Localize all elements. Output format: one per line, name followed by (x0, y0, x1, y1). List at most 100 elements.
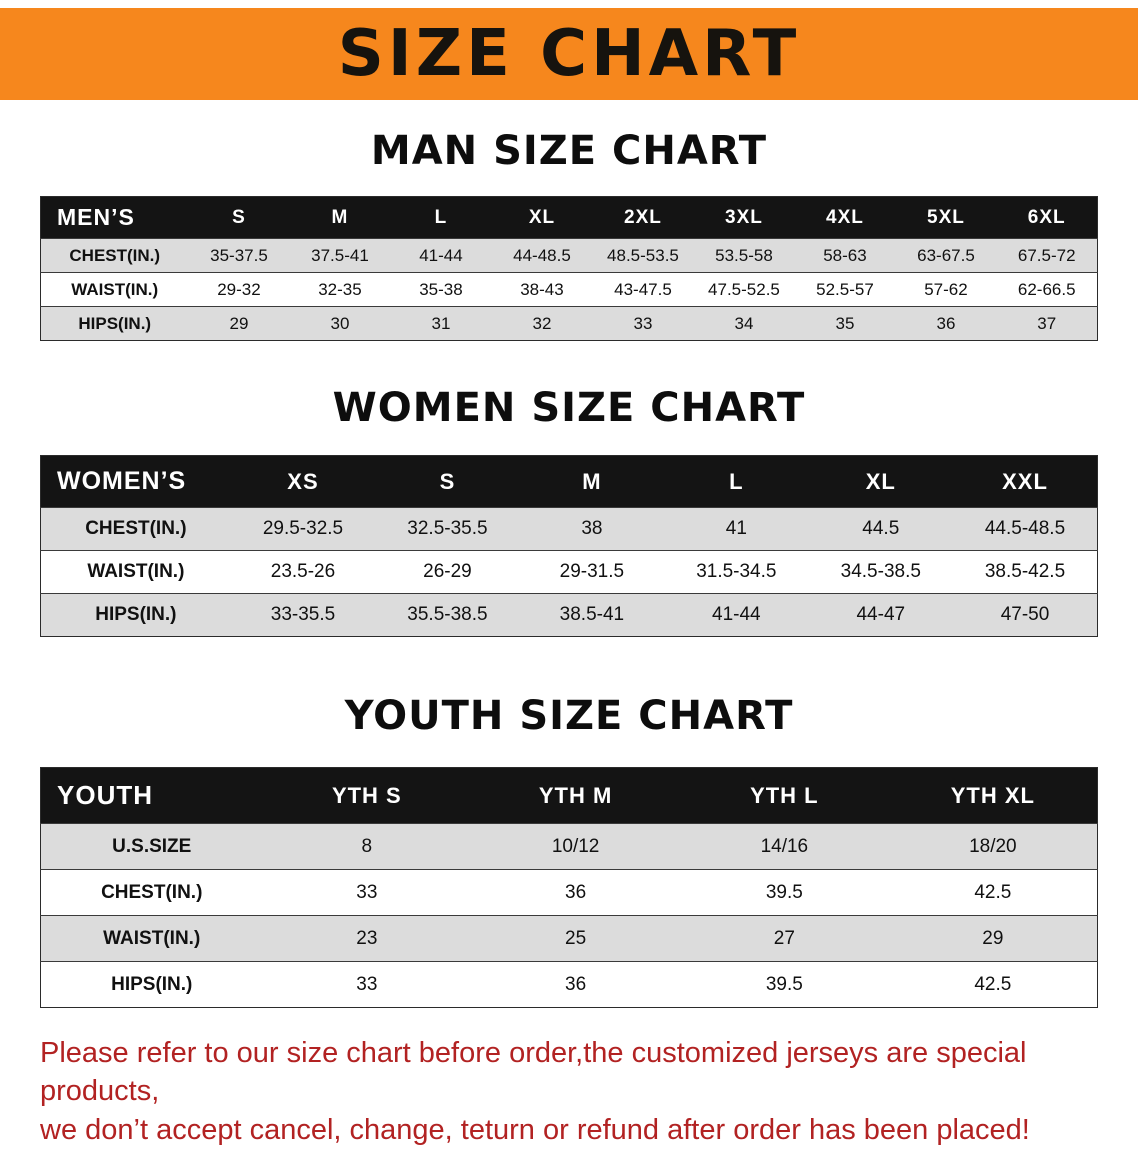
value-cell: 14/16 (760, 835, 809, 857)
value-cell: 27 (773, 927, 795, 949)
value-cell: 29-32 (217, 279, 261, 299)
value-cell: 29 (229, 313, 249, 333)
value-cell: 26-29 (423, 561, 472, 582)
value-cell: 39.5 (765, 881, 803, 903)
value-cell: 47-50 (1000, 604, 1050, 625)
row-label-cell: WAIST(IN.) (87, 561, 185, 582)
size-header-cell: S (188, 196, 290, 239)
row-label-cell: WAIST(IN.) (71, 279, 159, 299)
value-cell: 25 (565, 927, 587, 949)
size-header-cell: 6XL (996, 196, 1098, 239)
value-cell: 35.5-38.5 (407, 604, 488, 625)
value-cell: 48.5-53.5 (607, 245, 679, 265)
value-cell: 44.5 (862, 518, 900, 539)
size-header-cell: 3XL (693, 196, 795, 239)
disclaimer-line-1: Please refer to our size chart before or… (40, 1037, 1027, 1108)
page-title: SIZE CHART (337, 17, 801, 91)
value-cell: 62-66.5 (1017, 279, 1076, 299)
table-row: HIPS(IN.) 33 36 39.5 42.5 (40, 961, 1098, 1008)
value-cell: 29 (982, 927, 1004, 949)
value-cell: 35-37.5 (210, 245, 268, 265)
value-cell: 37 (1037, 313, 1057, 333)
value-cell: 42.5 (974, 881, 1012, 903)
size-header-cell: 2XL (592, 196, 694, 239)
table-row: U.S.SIZE 8 10/12 14/16 18/20 (40, 823, 1098, 870)
row-label-cell: CHEST(IN.) (101, 881, 203, 903)
value-cell: 63-67.5 (917, 245, 975, 265)
value-cell: 38.5-41 (559, 604, 625, 625)
table-row: WAIST(IN.) 23.5-26 26-29 29-31.5 31.5-34.5 34… (40, 550, 1098, 594)
row-label-cell: WAIST(IN.) (103, 927, 201, 949)
table-row: HIPS(IN.) 33-35.5 35.5-38.5 38.5-41 41-44 44-… (40, 593, 1098, 637)
size-header-cell: XL (808, 455, 954, 508)
value-cell: 47.5-52.5 (708, 279, 780, 299)
value-cell: 38 (581, 518, 603, 539)
value-cell: 32-35 (318, 279, 362, 299)
table-row: CHEST(IN.) 35-37.5 37.5-41 41-44 44-48.5 48.5… (40, 238, 1098, 273)
youth-size-table: YOUTH YTH S YTH M YTH L YTH XL U.S.SIZE 8 10/12… (40, 767, 1098, 1008)
value-cell: 8 (361, 835, 373, 857)
size-header-cell: XL (491, 196, 593, 239)
value-cell: 36 (565, 881, 587, 903)
table-title-cell: MEN’S (40, 196, 189, 239)
value-cell: 10/12 (551, 835, 600, 857)
women-size-table: WOMEN’S XS S M L XL XXL CHEST(IN.) 29.5-32.5 32.5… (40, 455, 1098, 637)
value-cell: 33 (356, 881, 378, 903)
value-cell: 41-44 (712, 604, 761, 625)
size-header-cell: M (289, 196, 391, 239)
value-cell: 36 (936, 313, 956, 333)
value-cell: 37.5-41 (311, 245, 369, 265)
size-header-cell: YTH L (679, 767, 889, 824)
value-cell: 29.5-32.5 (262, 518, 344, 539)
size-chart-banner: SIZE CHART (0, 8, 1138, 100)
value-cell: 41-44 (419, 245, 463, 265)
women-size-section: WOMEN SIZE CHART WOMEN’S XS S M L XL XXL CHEST(… (0, 385, 1138, 637)
size-header-cell: M (519, 455, 665, 508)
row-label-cell: HIPS(IN.) (111, 973, 193, 995)
youth-chart-heading: YOUTH SIZE CHART (344, 693, 794, 739)
value-cell: 31.5-34.5 (696, 561, 777, 582)
women-chart-heading: WOMEN SIZE CHART (332, 385, 806, 431)
table-header-row: WOMEN’S XS S M L XL XXL (40, 455, 1098, 508)
value-cell: 58-63 (823, 245, 867, 265)
value-cell: 33 (633, 313, 653, 333)
size-header-cell: L (390, 196, 492, 239)
value-cell: 31 (431, 313, 451, 333)
value-cell: 35 (835, 313, 855, 333)
value-cell: 23.5-26 (270, 561, 336, 582)
table-row: WAIST(IN.) 29-32 32-35 35-38 38-43 43-47.5 47.… (40, 272, 1098, 307)
value-cell: 41 (725, 518, 747, 539)
size-header-cell: 4XL (794, 196, 896, 239)
value-cell: 29-31.5 (559, 561, 625, 582)
size-header-cell: YTH S (262, 767, 472, 824)
value-cell: 44-48.5 (513, 245, 571, 265)
youth-size-section: YOUTH SIZE CHART YOUTH YTH S YTH M YTH L YTH… (0, 693, 1138, 1008)
value-cell: 18/20 (969, 835, 1017, 857)
value-cell: 44-47 (856, 604, 906, 625)
value-cell: 67.5-72 (1017, 245, 1076, 265)
size-header-cell: XS (230, 455, 376, 508)
value-cell: 32.5-35.5 (407, 518, 488, 539)
row-label-cell: CHEST(IN.) (69, 245, 161, 265)
value-cell: 42.5 (974, 973, 1012, 995)
value-cell: 52.5-57 (816, 279, 874, 299)
size-chart-page: SIZE CHART MAN SIZE CHART MEN’S S M L XL 2XL 3… (0, 8, 1138, 1149)
value-cell: 35-38 (419, 279, 463, 299)
value-cell: 34.5-38.5 (840, 561, 921, 582)
value-cell: 53.5-58 (715, 245, 773, 265)
value-cell: 33-35.5 (270, 604, 336, 625)
size-header-cell: YTH XL (888, 767, 1098, 824)
disclaimer-line-2: we don’t accept cancel, change, teturn o… (40, 1113, 1030, 1146)
value-cell: 32 (532, 313, 552, 333)
value-cell: 38-43 (520, 279, 564, 299)
value-cell: 34 (734, 313, 754, 333)
table-row: CHEST(IN.) 29.5-32.5 32.5-35.5 38 41 44.5 44.5… (40, 507, 1098, 551)
table-header-row: MEN’S S M L XL 2XL 3XL 4XL 5XL 6XL (40, 196, 1098, 239)
value-cell: 57-62 (924, 279, 968, 299)
value-cell: 38.5-42.5 (984, 561, 1066, 582)
value-cell: 30 (330, 313, 350, 333)
men-size-table: MEN’S S M L XL 2XL 3XL 4XL 5XL 6XL CHEST(IN.) 35-37… (40, 196, 1098, 341)
men-chart-heading: MAN SIZE CHART (370, 128, 768, 174)
value-cell: 23 (356, 927, 378, 949)
size-header-cell: L (664, 455, 809, 508)
